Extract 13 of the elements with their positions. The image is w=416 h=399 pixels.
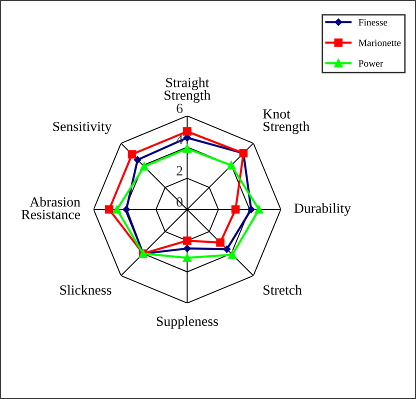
spoke-label: Suppleness <box>156 316 218 329</box>
spoke-label: Sensitivity <box>53 122 112 134</box>
spoke-label: Slickness <box>60 284 112 295</box>
legend-label: Marionette <box>358 40 401 46</box>
y-tick-label: 2 <box>176 166 182 176</box>
y-tick-label: 6 <box>176 104 183 114</box>
spoke-label: Straight Strength <box>164 78 211 103</box>
spoke-label: Knot Strength <box>263 109 310 134</box>
legend-label: Power <box>358 60 384 67</box>
legend-label: Finesse <box>358 19 388 26</box>
spoke-label: Durability <box>294 203 351 216</box>
spoke-label: Stretch <box>264 284 302 295</box>
spoke-label: Abrasion Resistance <box>21 196 80 220</box>
